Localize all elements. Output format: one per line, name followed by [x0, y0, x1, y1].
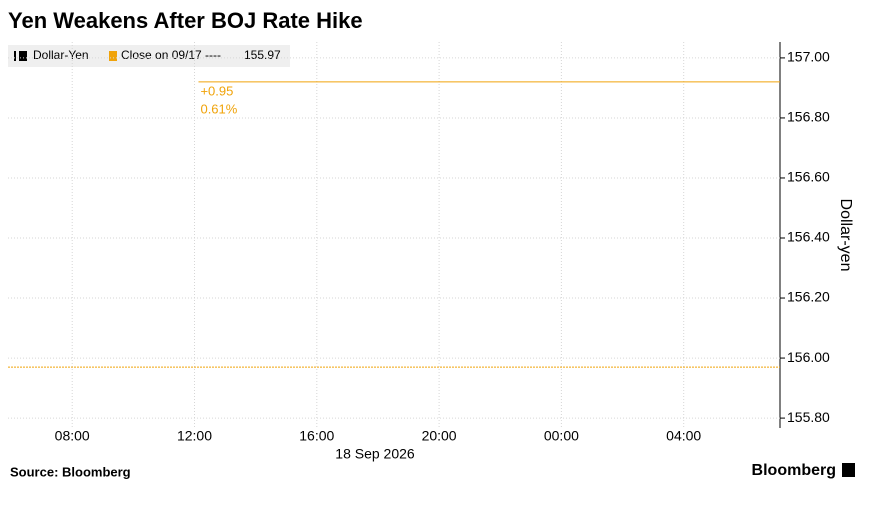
x-tick-label: 04:00 — [666, 428, 701, 444]
y-tick-label: 156.40 — [787, 229, 830, 245]
legend-box — [8, 45, 290, 67]
legend-swatch — [109, 51, 117, 61]
brand-icon — [842, 463, 855, 477]
y-tick-label: 157.00 — [787, 49, 830, 65]
x-caption: 18 Sep 2026 — [335, 446, 415, 462]
y-tick-label: 156.80 — [787, 109, 830, 125]
x-tick-label: 00:00 — [544, 428, 579, 444]
legend-swatch — [19, 51, 27, 61]
change-label: 0.61% — [200, 101, 237, 116]
legend-swatch — [14, 51, 16, 61]
legend-label: Dollar-Yen — [33, 48, 89, 62]
x-tick-label: 12:00 — [177, 428, 212, 444]
source: Source: Bloomberg — [10, 464, 131, 479]
y-tick-label: 156.20 — [787, 289, 830, 305]
legend-label: Close on 09/17 ---- — [121, 48, 221, 62]
x-tick-label: 08:00 — [55, 428, 90, 444]
y-tick-label: 155.80 — [787, 409, 830, 425]
legend-value: 155.97 — [244, 48, 281, 62]
change-label: +0.95 — [200, 83, 233, 98]
x-tick-label: 20:00 — [422, 428, 457, 444]
y-axis-title: Dollar-yen — [837, 199, 854, 272]
y-tick-label: 156.60 — [787, 169, 830, 185]
brand: Bloomberg — [752, 462, 836, 479]
y-tick-label: 156.00 — [787, 349, 830, 365]
chart-title: Yen Weakens After BOJ Rate Hike — [8, 8, 363, 33]
x-tick-label: 16:00 — [299, 428, 334, 444]
